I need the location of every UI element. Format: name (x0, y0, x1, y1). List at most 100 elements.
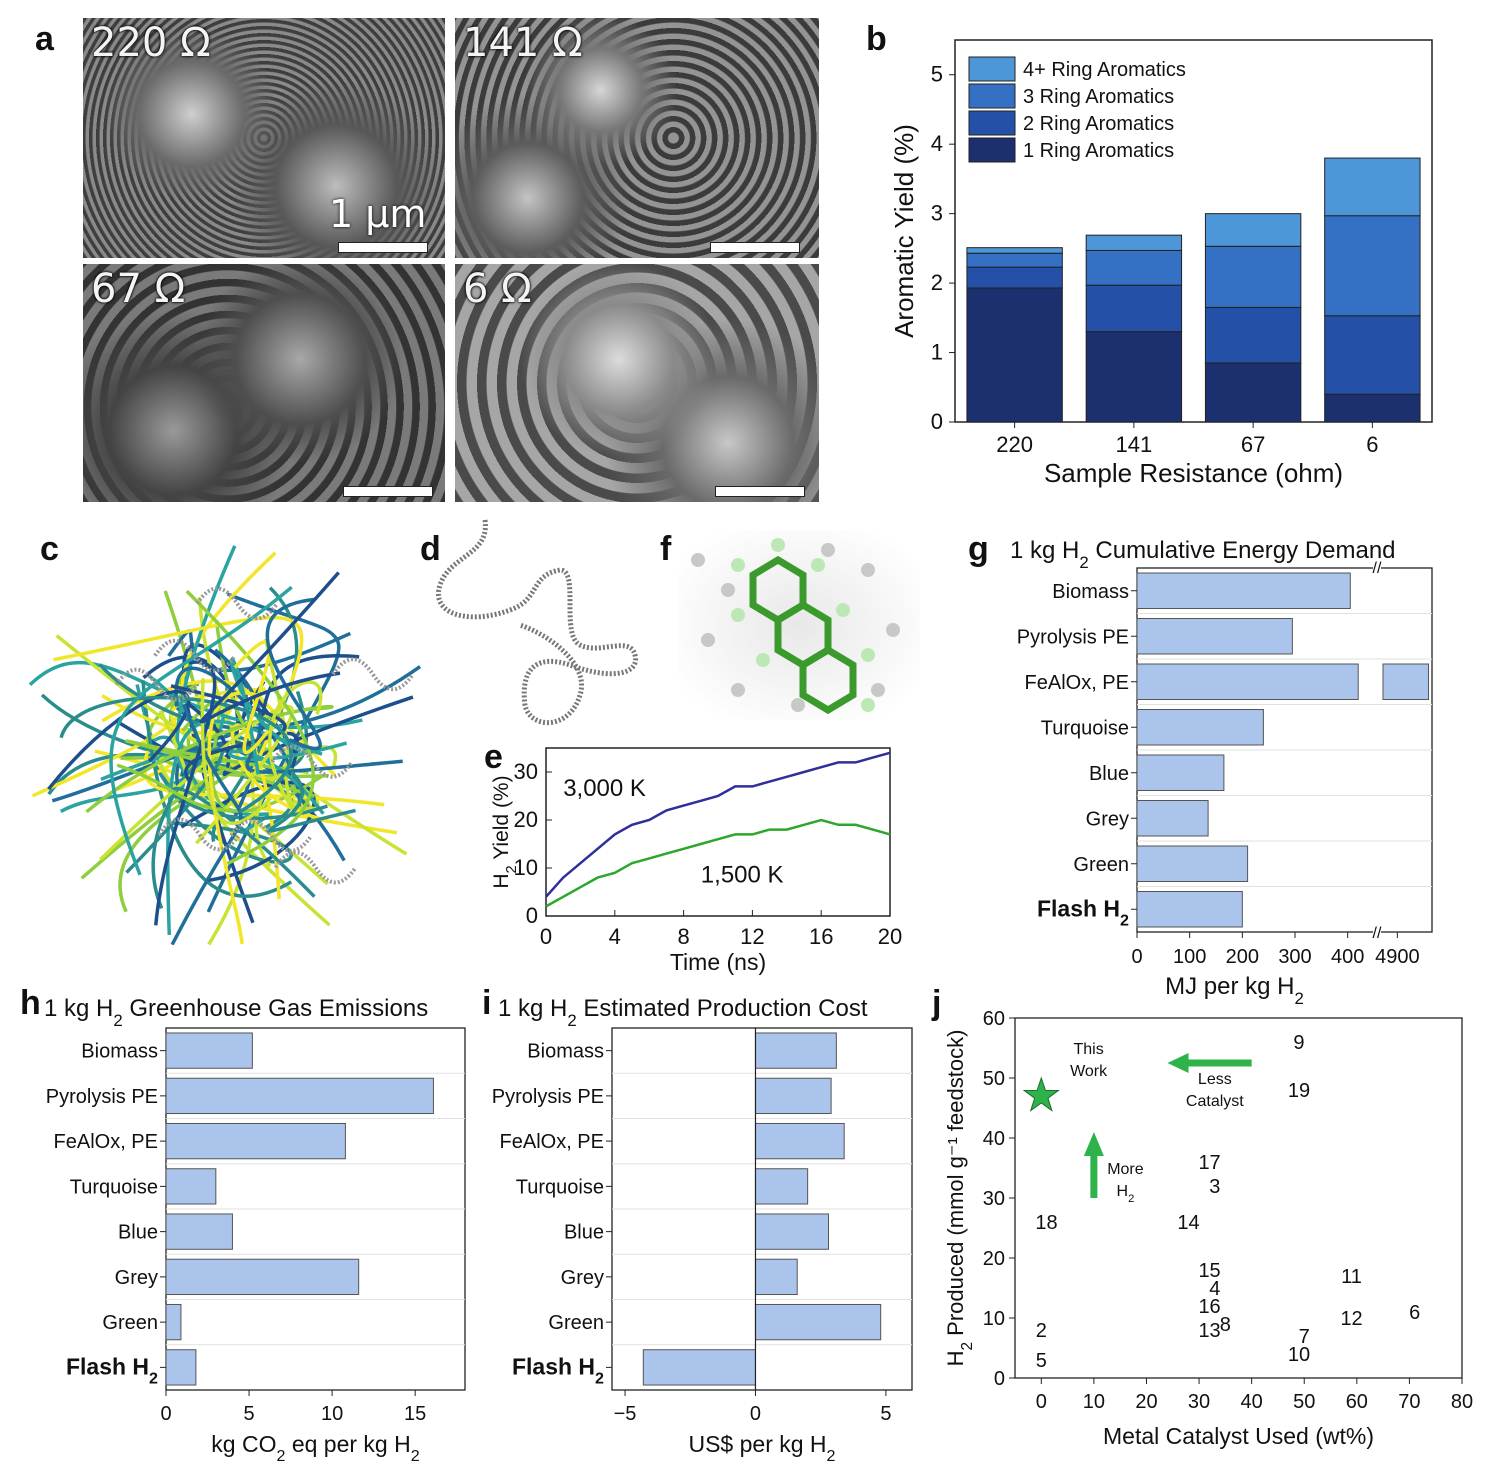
x-tick-label: 50 (1293, 1391, 1315, 1413)
polymer-strand (228, 741, 348, 815)
y-tick-label: 40 (983, 1128, 1005, 1150)
bar-segment-4 (966, 247, 1063, 254)
chart-title: 1 kg H2 Cumulative Energy Demand (1010, 537, 1396, 572)
sem-image-6: 6 Ω (455, 264, 819, 502)
bar (1136, 618, 1293, 655)
x-tick-label: 16 (809, 924, 833, 949)
polymer-strand (59, 695, 293, 814)
less-catalyst-label: Less (1198, 1071, 1232, 1088)
y-tick-label: 10 (983, 1308, 1005, 1330)
category-label: Pyrolysis PE (46, 1086, 158, 1108)
x-tick-label: 15 (404, 1403, 426, 1425)
x-tick-label: 0 (160, 1403, 171, 1425)
scatter-point-label: 14 (1177, 1212, 1199, 1234)
category-label: Blue (564, 1222, 604, 1244)
polymer-strand (187, 695, 414, 777)
y-tick-label: 3 (931, 201, 943, 226)
x-tick-label: −5 (614, 1403, 637, 1425)
sem-label-67: 67 Ω (91, 266, 186, 312)
sem-label-141: 141 Ω (463, 20, 583, 66)
y-tick-label: 2 (931, 270, 943, 295)
category-label: Biomass (1052, 581, 1129, 603)
chart-title: 1 kg H2 Estimated Production Cost (498, 995, 868, 1030)
x-tick-label: 40 (1241, 1391, 1263, 1413)
category-label: Pyrolysis PE (1017, 626, 1129, 648)
bar-segment-4 (1324, 157, 1421, 217)
legend-label: 3 Ring Aromatics (1023, 86, 1174, 108)
scatter-point-label: 15 (1198, 1260, 1220, 1282)
polymer-chain-illustration (435, 519, 638, 726)
bar-segment-3 (1085, 249, 1183, 286)
scatter-point-label: 3 (1209, 1176, 1220, 1198)
x-tick-label: 30 (1188, 1391, 1210, 1413)
polymer-strand (266, 770, 356, 833)
aromatic-chain (153, 638, 237, 673)
polymer-strand (268, 680, 323, 814)
bar (165, 1258, 360, 1296)
aromatic-chain (114, 667, 199, 702)
y-tick-label: 1 (931, 340, 943, 365)
scatter-point-label: 5 (1036, 1350, 1047, 1372)
legend-label: 2 Ring Aromatics (1023, 113, 1174, 135)
bar (1136, 891, 1243, 928)
aromatic-chain (157, 817, 241, 852)
scatter-point-label: 18 (1035, 1212, 1057, 1234)
category-label: Grey (115, 1267, 158, 1289)
polymer-strand (47, 689, 191, 791)
category-label: Blue (1089, 763, 1129, 785)
category-label: Blue (118, 1222, 158, 1244)
polymer-strand (109, 585, 293, 876)
x-tick-label: 10 (1083, 1391, 1105, 1413)
panel-label-g: g (968, 530, 989, 568)
bar (1136, 754, 1225, 791)
category-label: Turquoise (1041, 717, 1129, 739)
x-tick-label: 5 (243, 1403, 254, 1425)
panel-label-c: c (40, 530, 59, 568)
bar-segment-1 (966, 287, 1063, 423)
x-tick-label: 0 (1036, 1391, 1047, 1413)
category-label: FeAlOx, PE (500, 1131, 604, 1153)
bar-segment-2 (1324, 315, 1421, 395)
polymer-strand (52, 615, 304, 779)
category-label: Green (102, 1312, 158, 1334)
plot-frame (954, 39, 1433, 423)
x-tick-label: 141 (1116, 432, 1153, 457)
scatter-point-label: 19 (1288, 1080, 1310, 1102)
aromatic-chain (331, 657, 415, 692)
x-tick-label: 20 (1135, 1391, 1157, 1413)
bar (754, 1032, 837, 1069)
x-tick-label: 400 (1331, 946, 1364, 968)
bar (754, 1077, 832, 1115)
y-tick-label: 0 (994, 1368, 1005, 1390)
less-catalyst-arrow-head (1167, 1053, 1189, 1073)
x-axis-label: Sample Resistance (ohm) (1044, 458, 1343, 488)
this-work-star (1022, 1076, 1060, 1112)
scale-bar (343, 486, 433, 497)
bar (165, 1077, 434, 1115)
sem-image-141: 141 Ω (455, 18, 819, 258)
more-h2-label: H2 (1117, 1183, 1135, 1205)
series-label-1500k: 1,500 K (701, 861, 784, 888)
scatter-point-label: 4 (1209, 1278, 1220, 1300)
axis-break-mark: // (1373, 560, 1382, 577)
y-tick-label: 0 (526, 903, 538, 928)
polymer-strand (116, 763, 234, 813)
panel-label-e: e (484, 738, 503, 776)
bar-segment-4 (1085, 234, 1183, 251)
scale-bar (710, 242, 800, 253)
x-tick-label: 0 (540, 924, 552, 949)
legend-swatch (968, 110, 1016, 136)
x-tick-label: 0 (750, 1403, 761, 1425)
x-axis-label: US$ per kg H2 (688, 1431, 835, 1465)
polymer-strand (265, 597, 322, 751)
panel-label-h: h (20, 984, 41, 1022)
x-tick-label: 6 (1366, 432, 1378, 457)
category-label: FeAlOx, PE (54, 1131, 158, 1153)
legend-swatch (968, 83, 1016, 109)
bar (1136, 845, 1249, 882)
chart-title: 1 kg H2 Greenhouse Gas Emissions (44, 995, 428, 1030)
